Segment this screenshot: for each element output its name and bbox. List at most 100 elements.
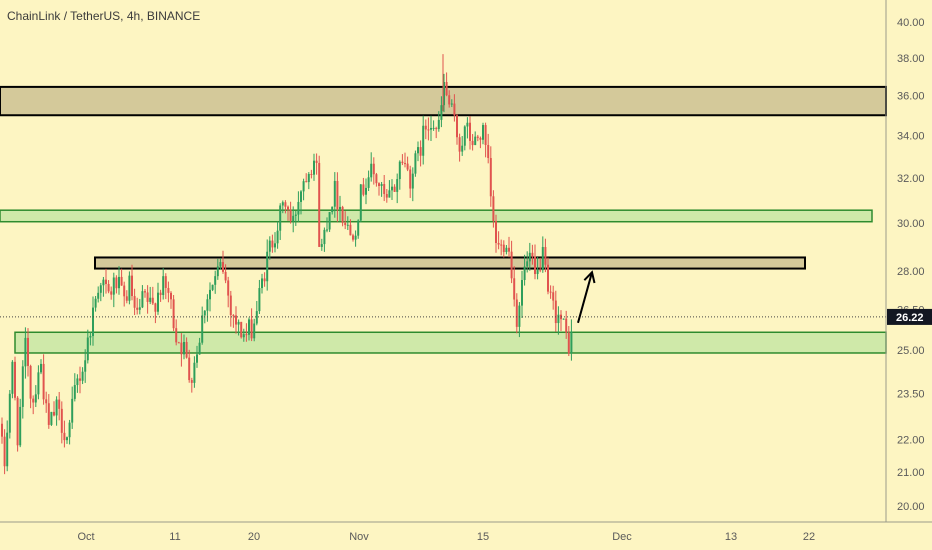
candle-body: [474, 136, 477, 146]
candle: [521, 270, 523, 319]
candle: [81, 367, 84, 385]
candle: [414, 150, 417, 177]
candle-body: [362, 184, 365, 195]
candle-body: [211, 284, 214, 290]
candle: [375, 172, 378, 187]
candle-body: [443, 82, 445, 106]
candle: [567, 326, 570, 357]
candle-body: [518, 305, 521, 327]
candle-body: [32, 398, 35, 403]
candle: [500, 239, 503, 256]
candle-body: [276, 230, 279, 244]
candle-body: [300, 191, 302, 202]
candle-body: [354, 235, 357, 240]
candle-body: [253, 323, 256, 339]
candle-body: [435, 127, 438, 130]
candle: [419, 140, 422, 167]
candle-body: [261, 278, 263, 289]
candle: [466, 117, 469, 139]
candle-body: [214, 276, 217, 285]
candle-body: [263, 278, 266, 282]
candle-body: [453, 103, 456, 116]
candle: [138, 298, 141, 315]
candle-body: [68, 422, 71, 438]
candle-body: [112, 277, 115, 295]
candle-body: [521, 279, 523, 306]
candle-body: [448, 95, 451, 105]
candle-body: [250, 319, 253, 339]
candle: [149, 286, 152, 305]
candle-body: [352, 235, 354, 240]
candle-body: [172, 299, 175, 329]
candle: [497, 231, 500, 250]
candle: [471, 134, 474, 151]
candle-body: [333, 180, 336, 207]
candle: [183, 334, 185, 360]
candle-body: [266, 251, 269, 282]
candle-body: [14, 361, 16, 398]
price-tag-value: 26.22: [896, 312, 924, 324]
candle-body: [424, 125, 427, 130]
candle: [55, 396, 58, 426]
candle: [32, 395, 35, 415]
candle: [539, 257, 542, 273]
candle: [398, 160, 401, 190]
candle: [352, 233, 354, 242]
candle: [445, 72, 448, 97]
candle: [131, 264, 133, 301]
candle: [89, 331, 92, 346]
candle: [60, 401, 63, 444]
candle: [391, 179, 393, 200]
candle-body: [404, 163, 406, 165]
candle: [222, 250, 224, 274]
candle-body: [84, 360, 87, 372]
candle-body: [177, 342, 180, 344]
candle-body: [97, 292, 100, 299]
candle-body: [157, 292, 159, 312]
candle-body: [198, 342, 201, 355]
candle-body: [136, 307, 139, 310]
candle-body: [240, 321, 243, 338]
candle-body: [292, 215, 295, 222]
candle: [424, 119, 427, 140]
candle: [237, 319, 240, 336]
candle: [523, 254, 526, 286]
candle-body: [310, 173, 313, 175]
candle: [476, 134, 479, 142]
candle-body: [128, 275, 131, 301]
candle-body: [81, 371, 84, 381]
candle-body: [123, 285, 126, 297]
candle-body: [341, 206, 344, 223]
candle: [151, 286, 154, 305]
candle-body: [146, 292, 149, 302]
candle-body: [367, 177, 370, 188]
price-tag-bg: [887, 308, 932, 325]
candle-body: [206, 299, 209, 311]
candle-body: [492, 196, 495, 222]
candle-body: [297, 201, 300, 215]
candle: [323, 227, 326, 252]
candle: [333, 172, 336, 218]
candle-body: [508, 247, 510, 252]
chart-title: ChainLink / TetherUS, 4h, BINANCE: [7, 9, 201, 23]
candle: [268, 236, 271, 260]
candle: [216, 258, 219, 280]
candle: [211, 284, 214, 292]
y-tick-label: 23.50: [897, 388, 925, 400]
candle-body: [190, 380, 193, 383]
candle: [534, 244, 536, 280]
candle: [440, 96, 443, 128]
candle-body: [380, 184, 383, 187]
candle: [232, 314, 235, 328]
candle-body: [461, 145, 464, 152]
candle-body: [476, 136, 479, 138]
candle: [235, 306, 237, 334]
candle: [294, 210, 297, 226]
candle: [45, 391, 48, 413]
candle: [502, 240, 505, 258]
candle-body: [229, 295, 232, 316]
candle-body: [487, 144, 490, 159]
candle: [99, 282, 102, 302]
candle-body: [547, 264, 549, 292]
